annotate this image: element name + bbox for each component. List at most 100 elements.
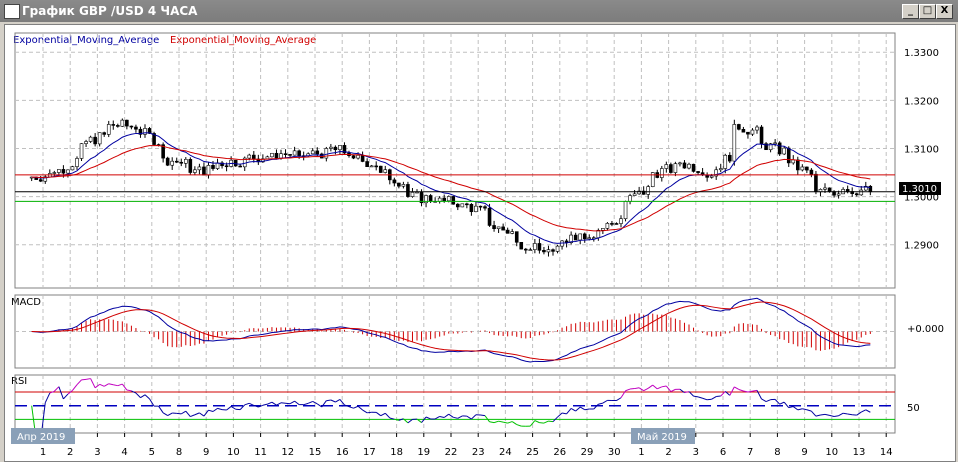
x-axis-label: 2 bbox=[67, 447, 73, 458]
candle-body bbox=[718, 168, 723, 171]
rsi-line-segment bbox=[439, 415, 445, 418]
rsi-line-segment bbox=[230, 406, 236, 410]
candle-body bbox=[279, 153, 283, 159]
rsi-line-segment bbox=[561, 412, 567, 415]
candle-body bbox=[478, 205, 483, 208]
rsi-line-segment bbox=[384, 412, 391, 419]
candle-body bbox=[57, 169, 61, 173]
candle-body bbox=[106, 124, 111, 135]
candle-body bbox=[691, 163, 696, 172]
rsi-line-segment bbox=[548, 420, 554, 423]
x-axis-label: 9 bbox=[203, 447, 209, 458]
candle-body bbox=[487, 207, 492, 226]
rsi-line-segment bbox=[865, 409, 871, 413]
candle-body bbox=[446, 196, 451, 202]
rsi-line-segment bbox=[394, 418, 399, 421]
candle-body bbox=[324, 148, 329, 159]
candle-body bbox=[546, 249, 551, 253]
rsi-line-segment bbox=[121, 383, 128, 391]
candle-body bbox=[687, 163, 691, 169]
rsi-line-segment bbox=[652, 384, 658, 390]
rsi-line-segment bbox=[249, 402, 255, 406]
rsi-line-segment bbox=[484, 415, 490, 423]
legend-ema-fast: Exponential_Moving_Average bbox=[13, 35, 159, 46]
macd-zero-label: +0.000 bbox=[907, 324, 944, 335]
rsi-line-segment bbox=[756, 390, 762, 400]
rsi-line-segment bbox=[348, 406, 354, 409]
candle-body bbox=[732, 124, 737, 162]
candle-body bbox=[93, 136, 97, 145]
candle-body bbox=[460, 203, 465, 208]
rsi-line-segment bbox=[357, 405, 363, 411]
x-axis-label: 26 bbox=[553, 447, 566, 458]
rsi-line-segment bbox=[353, 405, 359, 409]
rsi-line-segment bbox=[634, 387, 640, 390]
chart-area[interactable]: Exponential_Moving_Average Exponential_M… bbox=[4, 24, 956, 462]
rsi-line-segment bbox=[729, 386, 735, 396]
price-chart[interactable]: Exponential_Moving_Average Exponential_M… bbox=[5, 25, 955, 461]
macd-signal-line bbox=[31, 301, 871, 361]
minimize-button[interactable]: _ bbox=[902, 4, 919, 19]
candle-body bbox=[610, 223, 614, 225]
candle-body bbox=[120, 119, 125, 127]
rsi-line-segment bbox=[103, 383, 109, 387]
x-axis-label: 10 bbox=[227, 447, 240, 458]
rsi-line-segment bbox=[747, 390, 753, 393]
candle-body bbox=[224, 165, 229, 168]
candle-body bbox=[170, 160, 174, 166]
candle-body bbox=[714, 169, 719, 177]
rsi-line-segment bbox=[185, 410, 191, 417]
candle-body bbox=[764, 143, 768, 151]
candle-body bbox=[265, 156, 270, 160]
rsi-line-segment bbox=[579, 406, 585, 411]
candle-body bbox=[233, 159, 238, 167]
rsi-line-segment bbox=[620, 390, 626, 399]
candle-body bbox=[129, 125, 134, 128]
rsi-line-segment bbox=[407, 418, 413, 424]
price-tick-label: 1.3000 bbox=[904, 193, 939, 204]
candle-body bbox=[179, 161, 184, 164]
rsi-line-segment bbox=[797, 408, 803, 411]
price-tick-label: 1.3300 bbox=[904, 48, 939, 59]
x-axis-label: 4 bbox=[121, 447, 127, 458]
rsi-line-segment bbox=[181, 410, 187, 415]
candle-body bbox=[365, 161, 369, 167]
candle-body bbox=[551, 249, 555, 252]
rsi-line-segment bbox=[203, 409, 209, 417]
rsi-line-segment bbox=[167, 412, 173, 416]
rsi-line-segment bbox=[149, 398, 155, 407]
rsi-line-segment bbox=[362, 409, 368, 414]
x-axis-label: 29 bbox=[581, 447, 594, 458]
rsi-line-segment bbox=[421, 416, 427, 423]
candle-body bbox=[664, 164, 669, 169]
candle-body bbox=[619, 218, 623, 224]
rsi-line-segment bbox=[448, 413, 454, 418]
candle-body bbox=[147, 128, 152, 134]
candle-body bbox=[406, 184, 410, 197]
candle-body bbox=[111, 124, 116, 126]
rsi-line-segment bbox=[765, 399, 771, 403]
x-axis-label: 3 bbox=[693, 447, 699, 458]
candle-body bbox=[165, 157, 170, 166]
close-button[interactable]: X bbox=[936, 4, 953, 19]
rsi-line-segment bbox=[806, 409, 812, 412]
rsi-line-segment bbox=[783, 401, 790, 408]
candle-body bbox=[369, 165, 374, 168]
candle-body bbox=[573, 234, 578, 241]
rsi-line-segment bbox=[194, 412, 200, 416]
candle-body bbox=[102, 132, 106, 135]
x-axis-label: 1 bbox=[40, 447, 46, 458]
rsi-line-segment bbox=[847, 413, 853, 416]
candle-body bbox=[116, 125, 120, 127]
rsi-line-segment bbox=[226, 406, 232, 411]
rsi-line-segment bbox=[453, 416, 458, 419]
rsi-line-segment bbox=[598, 402, 603, 405]
x-axis-label: 7 bbox=[747, 447, 753, 458]
rsi-line-segment bbox=[344, 404, 350, 408]
candle-body bbox=[351, 155, 356, 159]
x-axis-label: 16 bbox=[336, 447, 349, 458]
rsi-line-segment bbox=[471, 414, 477, 420]
maximize-button[interactable]: □ bbox=[919, 4, 936, 19]
candle-body bbox=[125, 119, 129, 127]
candle-body bbox=[514, 231, 519, 243]
